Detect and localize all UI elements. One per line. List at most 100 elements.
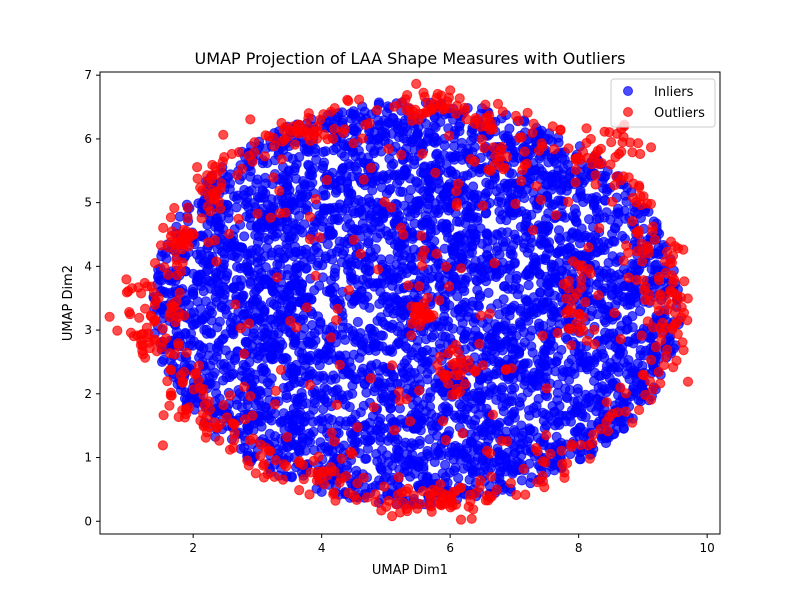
- outlier-point: [667, 321, 678, 332]
- inlier-point: [502, 283, 514, 294]
- outlier-point: [205, 206, 216, 217]
- outlier-point: [457, 428, 468, 439]
- inlier-point: [270, 339, 281, 350]
- outlier-point: [146, 281, 157, 292]
- inlier-point: [554, 257, 565, 268]
- outlier-point: [627, 216, 638, 227]
- inlier-point: [379, 115, 390, 126]
- outlier-point: [510, 110, 522, 122]
- inlier-point: [519, 337, 530, 348]
- outlier-point: [326, 427, 337, 438]
- inlier-point: [241, 197, 252, 208]
- inlier-point: [342, 198, 354, 209]
- inlier-point: [485, 430, 496, 441]
- inlier-point: [514, 347, 525, 358]
- inlier-point: [377, 174, 388, 185]
- inlier-point: [372, 315, 383, 326]
- inlier-point: [608, 362, 619, 373]
- outlier-point: [644, 376, 656, 387]
- inlier-point: [248, 295, 259, 306]
- outlier-point: [403, 280, 414, 291]
- inlier-point: [538, 320, 549, 331]
- inlier-point: [381, 345, 392, 356]
- outlier-point: [541, 430, 552, 441]
- inlier-point: [373, 416, 384, 427]
- outlier-point: [276, 154, 287, 165]
- outlier-point: [669, 274, 680, 285]
- inlier-point: [551, 248, 562, 259]
- outlier-point: [486, 471, 497, 482]
- outlier-point: [566, 441, 577, 452]
- outlier-point: [618, 131, 629, 142]
- inlier-point: [600, 171, 611, 182]
- inlier-point: [393, 445, 404, 456]
- outlier-point: [394, 386, 405, 397]
- inlier-point: [448, 454, 459, 465]
- outlier-point: [352, 422, 363, 433]
- outlier-point: [605, 159, 616, 170]
- outlier-point: [249, 137, 260, 148]
- inlier-point: [317, 416, 328, 427]
- inlier-point: [621, 324, 632, 335]
- inlier-point: [239, 231, 250, 242]
- inlier-point: [338, 369, 349, 380]
- outlier-point: [279, 134, 290, 145]
- outlier-point: [249, 147, 260, 158]
- inlier-point: [255, 255, 266, 266]
- inlier-point: [301, 262, 312, 274]
- inlier-point: [338, 139, 349, 150]
- outlier-point: [540, 457, 551, 468]
- inlier-point: [401, 164, 412, 175]
- inlier-point: [499, 178, 510, 189]
- inlier-point: [412, 177, 423, 188]
- inlier-point: [349, 329, 360, 340]
- outlier-point: [476, 310, 487, 321]
- inlier-point: [336, 257, 347, 268]
- inlier-point: [637, 360, 648, 372]
- inlier-point: [594, 265, 605, 276]
- inlier-point: [263, 413, 274, 424]
- inlier-point: [474, 292, 486, 303]
- outlier-point: [252, 208, 263, 219]
- outlier-point: [198, 390, 209, 401]
- outlier-point: [358, 174, 369, 185]
- outlier-point: [270, 399, 281, 410]
- inlier-point: [275, 221, 286, 232]
- inlier-point: [433, 183, 444, 195]
- outlier-point: [245, 114, 256, 125]
- inlier-point: [491, 365, 502, 376]
- inlier-point: [588, 197, 600, 208]
- outlier-point: [209, 235, 221, 246]
- inlier-point: [578, 196, 589, 208]
- inlier-point: [365, 246, 376, 257]
- inlier-point: [407, 137, 418, 148]
- outlier-point: [157, 323, 168, 334]
- inlier-point: [273, 244, 284, 255]
- inlier-point: [370, 345, 381, 356]
- inlier-point: [470, 415, 481, 426]
- outlier-point: [259, 151, 270, 162]
- inlier-point: [320, 253, 332, 264]
- inlier-point: [542, 225, 553, 236]
- outlier-point: [224, 444, 236, 455]
- outlier-point: [586, 159, 598, 170]
- inlier-point: [394, 127, 405, 138]
- inlier-point: [512, 207, 523, 218]
- inlier-point: [504, 273, 515, 284]
- outlier-point: [535, 194, 547, 205]
- outlier-point: [418, 87, 429, 98]
- inlier-point: [466, 127, 477, 138]
- inlier-point: [211, 342, 222, 353]
- outlier-point: [571, 155, 582, 166]
- outlier-point: [491, 484, 502, 495]
- outlier-point: [383, 495, 394, 506]
- outlier-point: [406, 318, 417, 329]
- outlier-point: [182, 213, 193, 224]
- outlier-point: [179, 310, 190, 321]
- outlier-point: [182, 202, 193, 213]
- inlier-point: [563, 242, 575, 253]
- inlier-point: [537, 304, 548, 315]
- inlier-point: [414, 416, 425, 427]
- outlier-point: [181, 226, 192, 237]
- inlier-point: [417, 219, 428, 230]
